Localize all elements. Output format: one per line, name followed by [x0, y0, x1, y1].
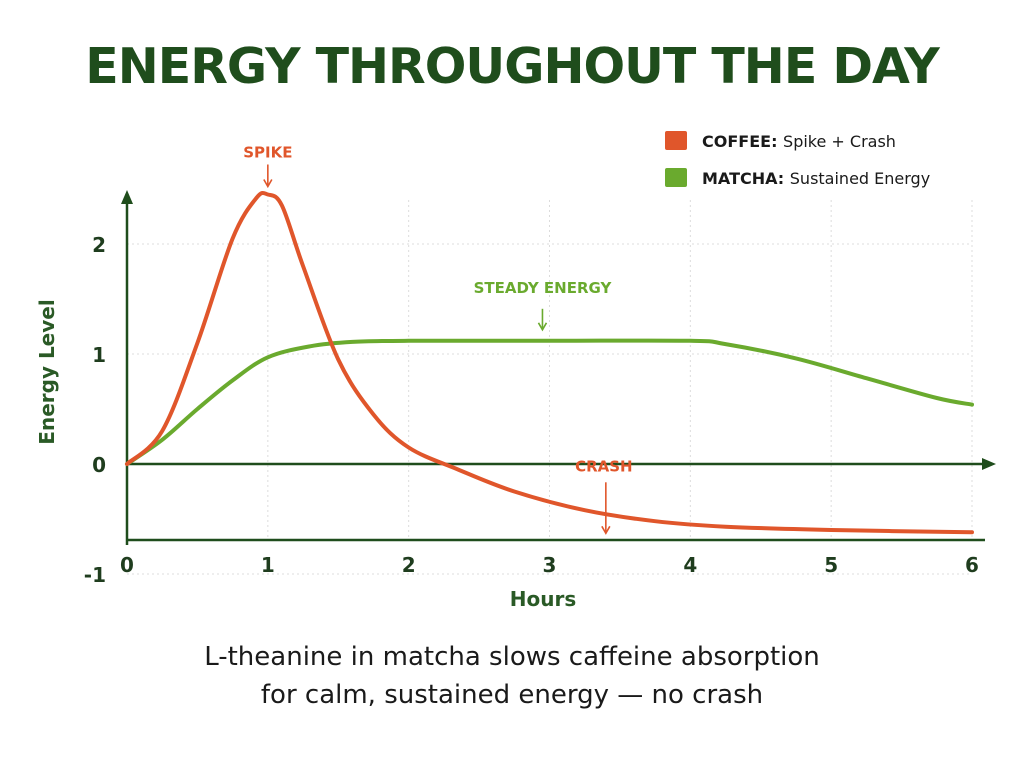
y-tick-label-2: 2: [92, 233, 106, 257]
matcha-line: [125, 338, 974, 466]
caption-line-1: L-theanine in matcha slows caffeine abso…: [204, 642, 820, 672]
annotation-steady: STEADY ENERGY: [474, 279, 613, 297]
x-tick-label-0: 0: [120, 553, 134, 577]
x-tick-label-5: 5: [824, 553, 838, 577]
coffee-line: [125, 190, 974, 535]
grid: [127, 200, 973, 575]
annotation-arrowhead-crash: [601, 525, 611, 535]
x-tick-label-4: 4: [683, 553, 697, 577]
x-tick-label-3: 3: [543, 553, 557, 577]
y-tick-label-1: 1: [92, 343, 106, 367]
caption: L-theanine in matcha slows caffeine abso…: [0, 638, 1024, 714]
x-tick-label-2: 2: [402, 553, 416, 577]
x-tick-label-1: 1: [261, 553, 275, 577]
legend-text-1: Sustained Energy: [790, 169, 930, 188]
legend-swatch-1: [665, 168, 687, 187]
annotation-arrowhead-steady: [537, 322, 548, 332]
legend-entry-0: COFFEE: Spike + Crash: [702, 132, 896, 151]
legend: COFFEE: Spike + Crash MATCHA: Sustained E…: [665, 131, 930, 188]
legend-text-0: Spike + Crash: [783, 132, 896, 151]
series-lines: [125, 190, 974, 535]
axes: [121, 190, 996, 545]
legend-prefix-1: MATCHA:: [702, 169, 790, 188]
y-axis-arrow: [121, 190, 133, 204]
x-tick-label-6: 6: [965, 553, 979, 577]
annotations: SPIKE STEADY ENERGY CRASH: [243, 144, 633, 535]
chart-title: ENERGY THROUGHOUT THE DAY: [85, 38, 939, 95]
annotation-arrowhead-spike: [263, 179, 273, 189]
zero-line-arrow: [982, 458, 996, 470]
y-tick-label--1: -1: [84, 563, 106, 587]
annotation-spike: SPIKE: [243, 144, 292, 162]
annotation-crash: CRASH: [575, 457, 633, 475]
tick-labels: 0 1 2 3 4 5 6 2 1 0 -1: [84, 233, 979, 587]
y-tick-label-0: 0: [92, 453, 106, 477]
legend-entry-1: MATCHA: Sustained Energy: [702, 169, 930, 188]
x-axis-label: Hours: [510, 587, 576, 611]
caption-line-2: for calm, sustained energy — no crash: [260, 680, 764, 710]
legend-prefix-0: COFFEE:: [702, 132, 783, 151]
y-axis-label: Energy Level: [35, 299, 59, 444]
legend-swatch-0: [665, 131, 687, 150]
